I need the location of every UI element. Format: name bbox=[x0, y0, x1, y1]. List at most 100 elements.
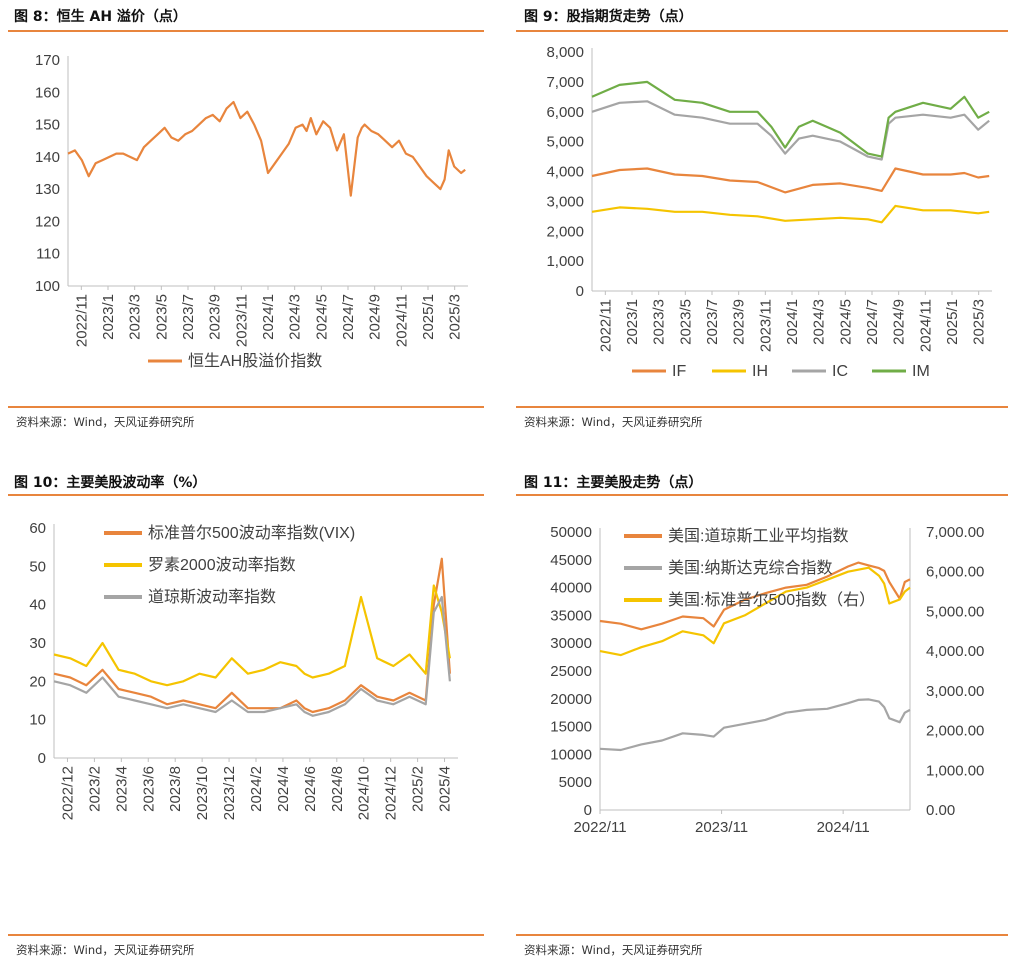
x-tick-label: 2025/4 bbox=[437, 766, 454, 812]
x-tick-label: 2023/11 bbox=[233, 294, 250, 347]
x-tick-label: 2024/8 bbox=[329, 766, 346, 812]
legend-label: IM bbox=[912, 363, 930, 380]
legend-label: IH bbox=[752, 363, 768, 380]
y2-tick-label: 6,000.00 bbox=[926, 564, 984, 581]
y-tick-label: 15000 bbox=[550, 719, 592, 736]
series-line bbox=[591, 204, 990, 224]
x-tick-label: 2023/5 bbox=[677, 299, 694, 345]
x-tick-label: 2024/1 bbox=[784, 299, 801, 345]
legend-label: 标准普尔500波动率指数(VIX) bbox=[148, 524, 355, 542]
x-tick-label: 2023/1 bbox=[100, 294, 117, 340]
y-tick-label: 5,000 bbox=[546, 134, 584, 151]
series-line bbox=[67, 100, 466, 197]
chart-us-indices: 0 5000 10000 15000 20000 25000 30000 35000 40000… bbox=[550, 524, 984, 836]
chart-title: 图 8：恒生 AH 溢价（点） bbox=[14, 9, 187, 25]
x-tick-label: 2024/9 bbox=[891, 299, 908, 345]
series-line bbox=[599, 566, 911, 657]
title-rule bbox=[8, 30, 484, 32]
y-tick-label: 45000 bbox=[550, 552, 592, 569]
y2-tick-label: 4,000.00 bbox=[926, 643, 984, 660]
y-tick-label: 50 bbox=[29, 558, 46, 575]
chart-index-futures: 0 1,000 2,000 3,000 4,000 5,000 6,000 7,000 8,00… bbox=[546, 44, 992, 380]
y2-tick-label: 1,000.00 bbox=[926, 762, 984, 779]
y2-tick-label: 7,000.00 bbox=[926, 524, 984, 541]
x-tick-label: 2024/6 bbox=[302, 766, 319, 812]
series-line bbox=[53, 595, 451, 717]
y-tick-label: 20 bbox=[29, 673, 46, 690]
x-tick-label: 2024/2 bbox=[248, 766, 265, 812]
y-tick-label: 1,000 bbox=[546, 253, 584, 270]
chart-panel-9: 图 9：股指期货走势（点） 0 1,000 2,000 3,000 4,000 5,000… bbox=[516, 0, 1008, 440]
series-line bbox=[53, 584, 451, 687]
x-tick-label: 2023/11 bbox=[695, 819, 748, 836]
y-tick-label: 110 bbox=[36, 246, 60, 263]
y-tick-label: 140 bbox=[35, 149, 60, 166]
x-tick-label: 2023/12 bbox=[221, 766, 238, 820]
y-tick-label: 6,000 bbox=[546, 104, 584, 121]
legend-label: 美国:道琼斯工业平均指数 bbox=[668, 527, 848, 545]
y-tick-label: 40 bbox=[29, 597, 46, 614]
y-tick-label: 40000 bbox=[550, 580, 592, 597]
x-tick-label: 2024/1 bbox=[260, 294, 277, 340]
y-tick-label: 50000 bbox=[550, 524, 592, 541]
x-tick-label: 2024/9 bbox=[367, 294, 384, 340]
x-tick-label: 2022/11 bbox=[73, 294, 90, 347]
x-tick-label: 2023/3 bbox=[127, 294, 144, 340]
title-rule bbox=[516, 30, 1008, 32]
y-tick-label: 0 bbox=[584, 802, 592, 819]
x-tick-label: 2024/4 bbox=[275, 766, 292, 812]
x-tick-label: 2024/3 bbox=[811, 299, 828, 345]
x-tick-label: 2025/2 bbox=[410, 766, 427, 812]
legend-label: 恒生AH股溢价指数 bbox=[188, 352, 322, 370]
y-tick-label: 150 bbox=[35, 117, 60, 134]
y-tick-label: 7,000 bbox=[546, 74, 584, 91]
chart-ah-premium: 100 110 120 130 140 150 160 170 2022/11 2023/1 202… bbox=[35, 52, 468, 370]
x-tick-label: 2023/7 bbox=[704, 299, 721, 345]
title-rule bbox=[516, 494, 1008, 496]
y-tick-label: 30 bbox=[29, 635, 46, 652]
footer-rule bbox=[516, 934, 1008, 936]
legend-label: IC bbox=[832, 363, 848, 380]
series-line bbox=[591, 167, 990, 194]
footer-rule bbox=[516, 406, 1008, 408]
x-tick-label: 2025/1 bbox=[420, 294, 437, 340]
y2-tick-label: 5,000.00 bbox=[926, 603, 984, 620]
legend-label: IF bbox=[672, 363, 686, 380]
x-tick-label: 2023/10 bbox=[194, 766, 211, 820]
title-rule bbox=[8, 494, 484, 496]
y-tick-label: 120 bbox=[35, 213, 60, 230]
y2-tick-label: 3,000.00 bbox=[926, 683, 984, 700]
chart-panel-8: 图 8：恒生 AH 溢价（点） 100 110 120 130 140 150 160 170… bbox=[8, 0, 484, 440]
y-tick-label: 20000 bbox=[550, 691, 592, 708]
y-tick-label: 3,000 bbox=[546, 193, 584, 210]
x-tick-label: 2023/3 bbox=[651, 299, 668, 345]
x-tick-label: 2025/1 bbox=[944, 299, 961, 345]
y-tick-label: 130 bbox=[35, 181, 60, 198]
x-tick-label: 2022/12 bbox=[59, 766, 76, 820]
x-tick-label: 2025/3 bbox=[447, 294, 464, 340]
chart-title: 图 10：主要美股波动率（%） bbox=[14, 475, 207, 491]
x-tick-label: 2024/12 bbox=[383, 766, 400, 820]
x-tick-label: 2023/8 bbox=[167, 766, 184, 812]
x-tick-label: 2022/11 bbox=[597, 299, 614, 352]
y-tick-label: 35000 bbox=[550, 607, 592, 624]
chart-title: 图 11：主要美股走势（点） bbox=[524, 475, 703, 491]
y2-tick-label: 0.00 bbox=[926, 802, 955, 819]
y-tick-label: 0 bbox=[38, 750, 46, 767]
series-line bbox=[591, 100, 990, 161]
y-tick-label: 10 bbox=[29, 712, 46, 729]
y-tick-label: 170 bbox=[35, 52, 60, 69]
chart-panel-11: 图 11：主要美股走势（点） 0 5000 10000 15000 20000 25000… bbox=[516, 466, 1008, 964]
x-tick-label: 2024/3 bbox=[287, 294, 304, 340]
source-note: 资料来源：Wind，天风证券研究所 bbox=[524, 415, 703, 429]
y-tick-label: 100 bbox=[35, 278, 60, 295]
y2-tick-label: 2,000.00 bbox=[926, 723, 984, 740]
x-tick-label: 2023/9 bbox=[731, 299, 748, 345]
x-tick-label: 2023/2 bbox=[86, 766, 103, 812]
legend-label: 美国:标准普尔500指数（右） bbox=[668, 591, 875, 609]
x-tick-label: 2023/7 bbox=[180, 294, 197, 340]
legend-label: 罗素2000波动率指数 bbox=[148, 556, 296, 574]
y-tick-label: 8,000 bbox=[546, 44, 584, 61]
x-tick-label: 2023/6 bbox=[140, 766, 157, 812]
x-tick-label: 2023/5 bbox=[153, 294, 170, 340]
